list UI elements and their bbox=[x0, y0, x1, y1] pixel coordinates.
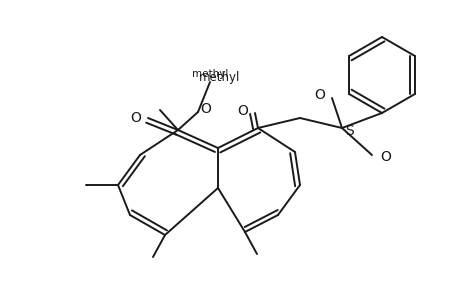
Text: methyl: methyl bbox=[199, 70, 240, 83]
Text: O: O bbox=[380, 150, 391, 164]
Text: O: O bbox=[314, 88, 325, 102]
Text: O: O bbox=[130, 111, 141, 125]
Text: methyl: methyl bbox=[191, 69, 228, 79]
Text: S: S bbox=[345, 124, 353, 138]
Text: O: O bbox=[200, 102, 211, 116]
Text: O: O bbox=[237, 104, 248, 118]
